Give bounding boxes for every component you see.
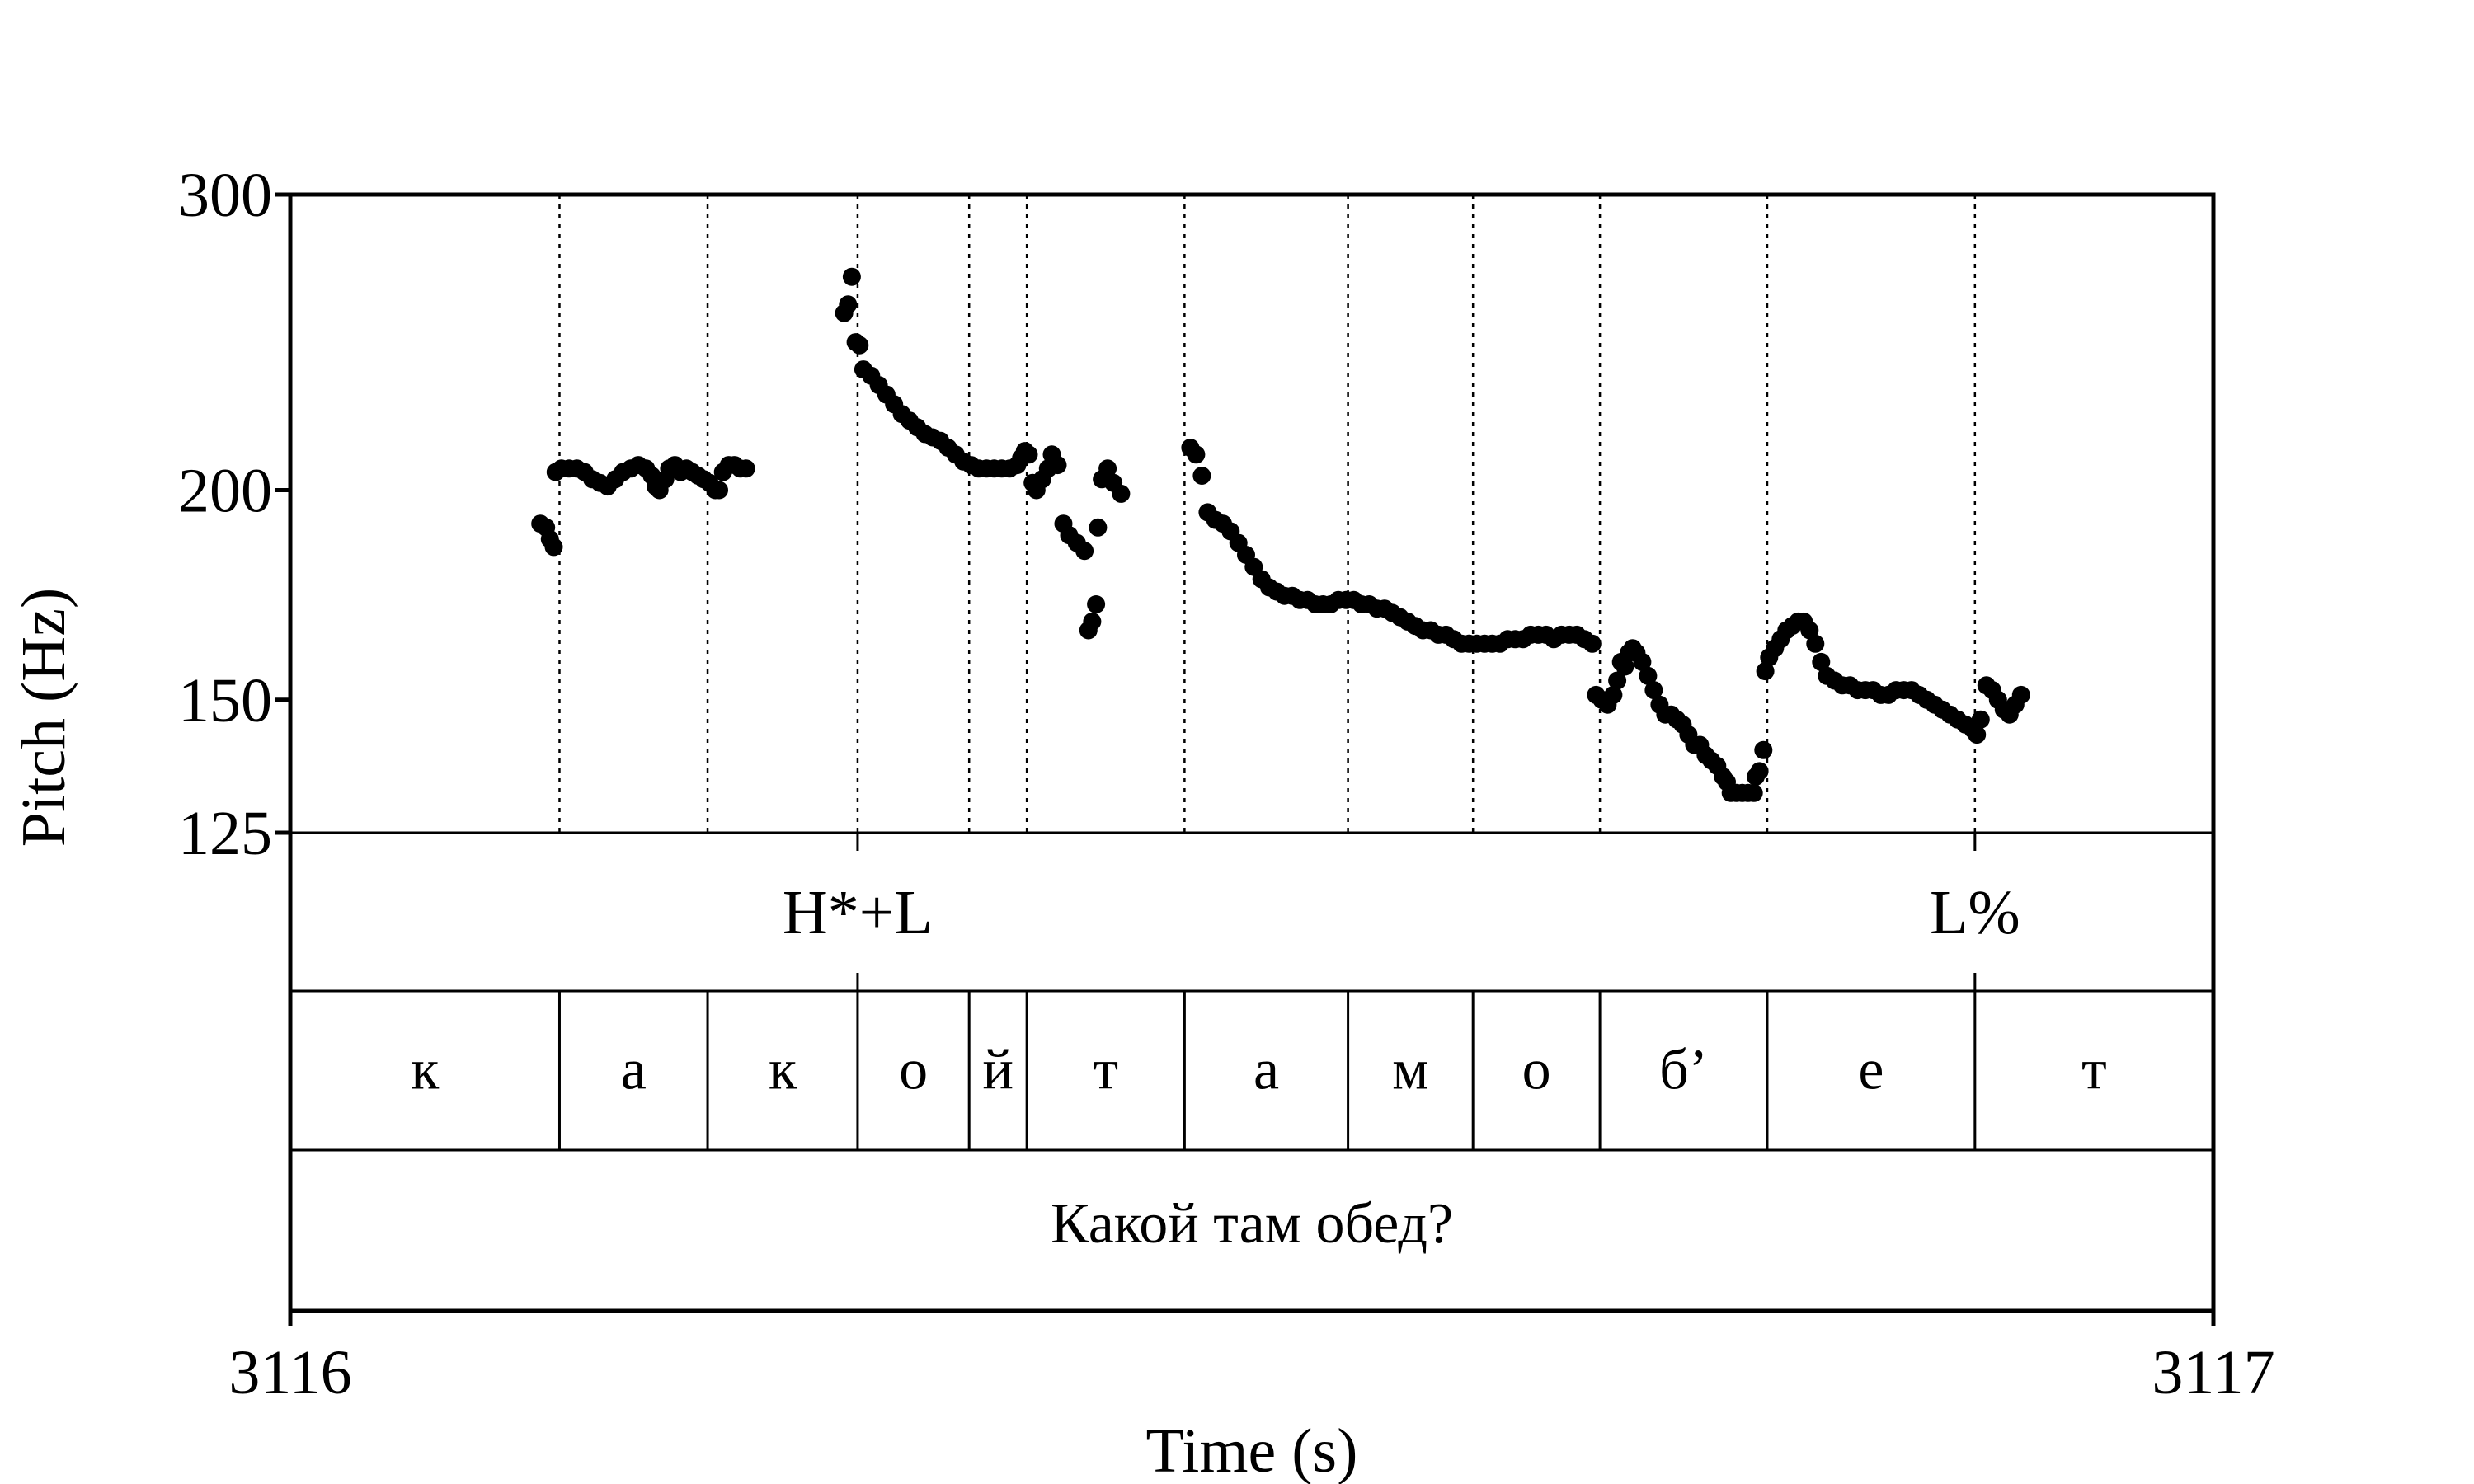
pitch-point	[2011, 685, 2030, 704]
pitch-point	[1971, 710, 1990, 729]
pitch-point	[736, 459, 755, 478]
pitch-point	[1744, 783, 1763, 802]
segment-label: т	[2081, 1039, 2107, 1102]
pitch-point	[1048, 456, 1067, 475]
segment-label: а	[621, 1039, 647, 1102]
segment-label: м	[1392, 1039, 1428, 1102]
pitch-point	[1089, 518, 1108, 537]
plot-border	[288, 192, 2216, 1313]
pitch-point	[1633, 652, 1652, 671]
utterance-tier: Какой там обед?	[1051, 1192, 1453, 1256]
x-tick-label: 3117	[2152, 1338, 2274, 1407]
pitch-point	[842, 267, 861, 286]
pitch-point	[1187, 445, 1206, 464]
segment-label: о	[1522, 1039, 1551, 1102]
segment-label: а	[1253, 1039, 1279, 1102]
segment-label: й	[982, 1039, 1013, 1102]
pitch-point	[1087, 595, 1106, 613]
y-tick-label: 200	[178, 456, 272, 525]
pitch-point	[1019, 445, 1038, 464]
pitch-point	[1644, 681, 1663, 700]
pitch-point	[850, 336, 869, 355]
pitch-point	[1968, 726, 1987, 744]
segment-label: о	[899, 1039, 928, 1102]
pitch-point	[1754, 740, 1773, 759]
y-tick-label: 150	[178, 666, 272, 735]
pitch-point	[544, 538, 563, 556]
pitch-point	[1083, 612, 1102, 631]
pitch-point	[1112, 484, 1131, 503]
pitch-point	[710, 481, 728, 500]
pitch-point	[1806, 634, 1825, 653]
y-axis-ticks: 125 150 200 300	[178, 161, 290, 868]
y-axis-label: Pitch (Hz)	[9, 588, 78, 847]
chart-frame	[288, 192, 2216, 1313]
x-axis-label: Time (s)	[1146, 1416, 1358, 1484]
segment-label: б’	[1659, 1039, 1708, 1102]
pitch-point	[1192, 467, 1211, 485]
y-tick-label: 125	[178, 799, 272, 868]
y-tick-label: 300	[178, 161, 272, 230]
pitch-point	[1075, 542, 1094, 561]
segment-label: е	[1858, 1039, 1884, 1102]
segment-label: т	[1093, 1039, 1118, 1102]
tone-label: H*+L	[783, 878, 933, 947]
tone-tier: H*+L L%	[783, 833, 2020, 991]
x-axis-ticks: 3116 3117	[228, 1311, 2275, 1407]
pitch-point	[1756, 662, 1775, 681]
segment-tier: к а к о й т а м о б’ е т	[411, 991, 2107, 1150]
segment-boundary-lines	[558, 195, 1977, 833]
pitch-point	[1608, 671, 1627, 690]
pitch-point	[1750, 762, 1769, 781]
pitch-point	[839, 295, 858, 314]
pitch-point	[1098, 459, 1117, 478]
pitch-point	[1604, 685, 1623, 704]
segment-label: к	[411, 1039, 440, 1102]
pitch-point	[1639, 666, 1658, 685]
pitch-point	[1812, 652, 1831, 671]
utterance-label: Какой там обед?	[1051, 1192, 1453, 1256]
pitch-point	[1616, 657, 1634, 676]
segment-label: к	[769, 1039, 797, 1102]
x-tick-label: 3116	[228, 1338, 351, 1407]
tone-label: L%	[1930, 878, 2020, 947]
pitch-point	[1583, 634, 1602, 653]
pitch-points	[531, 267, 2030, 802]
